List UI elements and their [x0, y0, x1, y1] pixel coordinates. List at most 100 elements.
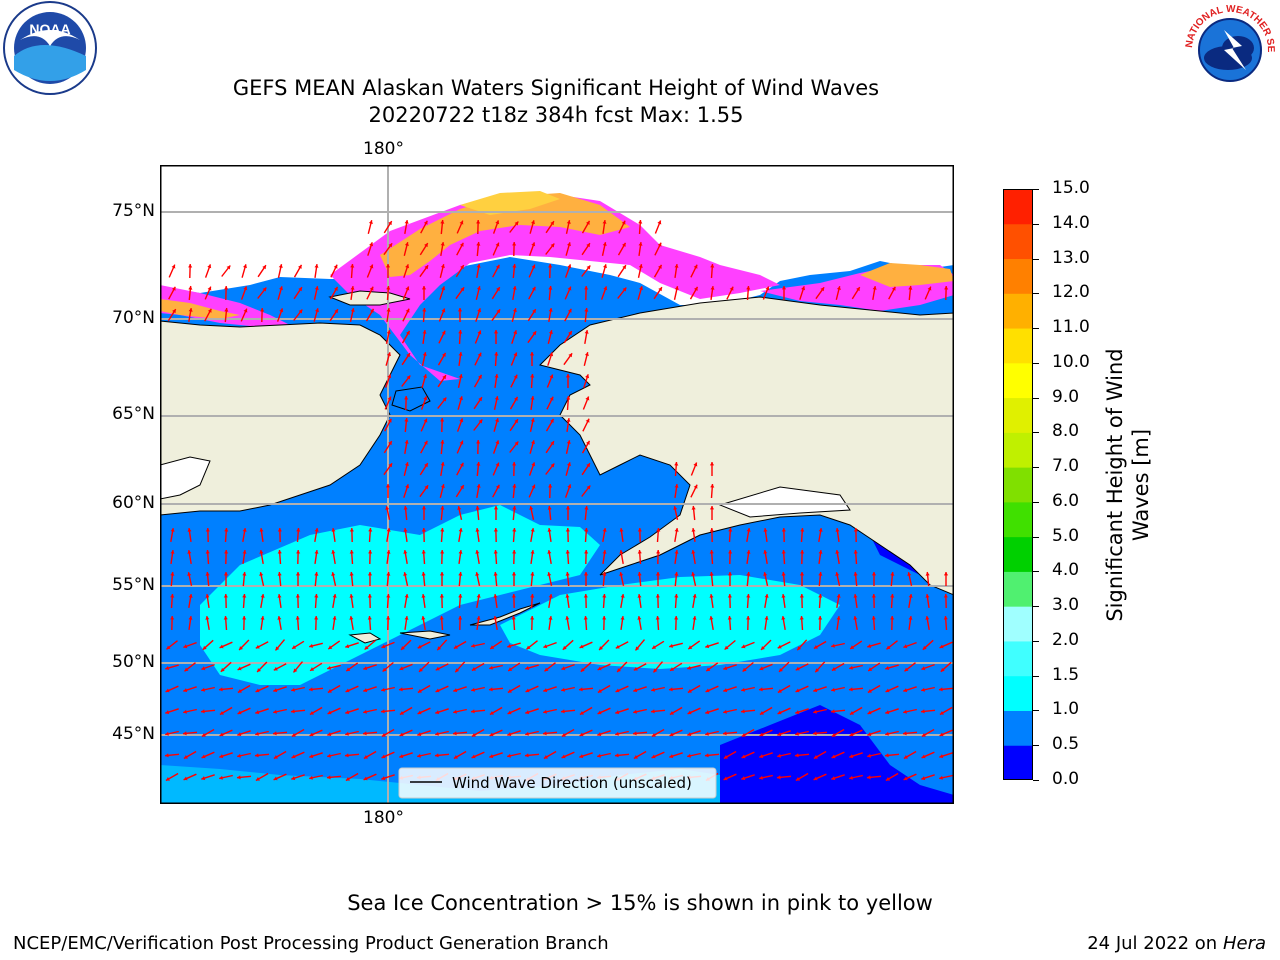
wind-arrow-head [885, 688, 890, 693]
wind-arrow-head [508, 667, 513, 671]
wind-arrow-head [615, 753, 619, 758]
wind-arrow-head [489, 732, 494, 737]
wind-arrow-head [729, 286, 734, 291]
wind-arrow-head [799, 594, 804, 598]
wind-arrow-head [277, 550, 282, 554]
wind-arrow-head [345, 731, 349, 736]
wind-arrow-head [567, 242, 571, 247]
wind-arrow-head [781, 286, 787, 290]
wind-arrow-head [363, 666, 368, 671]
wind-arrow-head [532, 331, 537, 336]
wind-arrow-head [332, 616, 337, 620]
wind-arrow-head [346, 667, 351, 672]
wind-arrow-head [763, 572, 768, 576]
colorbar-tick [1033, 467, 1039, 469]
wind-arrow-head [543, 755, 548, 759]
wind-arrow-head [399, 754, 404, 759]
wind-arrow-head [727, 594, 732, 598]
wind-arrow-head [908, 594, 913, 598]
wind-arrow-head [922, 645, 927, 650]
wind-arrow-head [584, 550, 589, 554]
colorbar-tick [1033, 640, 1039, 642]
wind-arrow-head [399, 711, 404, 715]
wind-arrow-head [475, 550, 480, 554]
wind-arrow-head [550, 243, 555, 248]
wind-arrow-head [459, 220, 464, 225]
wind-arrow-head [777, 689, 782, 693]
wind-arrow-head [705, 710, 710, 715]
wind-arrow-head [867, 644, 872, 648]
wind-arrow-head [565, 528, 570, 532]
wind-arrow-head [350, 308, 355, 312]
wind-arrow-head [184, 667, 189, 672]
wind-arrow-head [476, 594, 481, 598]
wind-arrow-head [417, 689, 422, 693]
sea-ice-west-orange [160, 299, 240, 319]
wind-arrow-head [495, 440, 500, 445]
wind-arrow-head [476, 286, 481, 290]
wind-arrow-head [656, 550, 661, 554]
wind-arrow-head [440, 484, 445, 488]
wind-arrow-head [759, 732, 764, 737]
wind-arrow-head [512, 462, 517, 466]
wind-arrow-head [567, 264, 572, 269]
colorbar-tick [1033, 258, 1039, 260]
wind-arrow-head [457, 506, 462, 510]
wind-arrow-head [674, 286, 679, 290]
wind-arrow-head [584, 352, 589, 356]
wind-arrow-head [579, 754, 584, 759]
wind-arrow-head [835, 550, 840, 554]
wind-arrow-head [478, 419, 483, 424]
colorbar-segment [1003, 675, 1033, 711]
wind-arrow-head [494, 374, 499, 378]
wind-arrow-head [243, 308, 248, 313]
wind-arrow-head [781, 572, 786, 576]
wind-arrow-head [548, 286, 553, 290]
wind-arrow-head [586, 243, 590, 248]
wind-arrow-head [512, 264, 517, 268]
wind-arrow-head [309, 643, 313, 648]
wind-arrow-head [345, 753, 349, 758]
wind-arrow-head [579, 687, 583, 692]
colorbar-tick-label: 7.0 [1052, 456, 1080, 477]
wind-arrow-head [674, 550, 679, 554]
wind-arrow-head [368, 550, 373, 554]
wind-arrow-head [622, 287, 627, 292]
wind-arrow-head [512, 242, 517, 246]
wind-arrow-head [940, 667, 945, 672]
wind-arrow-head [579, 732, 584, 737]
wind-arrow-head [849, 754, 854, 759]
wind-arrow-head [275, 646, 280, 651]
sea-ice-west [160, 285, 290, 327]
wind-arrow-head [907, 572, 912, 576]
wind-arrow-head [871, 594, 876, 598]
wind-arrow-head [489, 687, 493, 692]
wind-arrow-head [364, 645, 369, 650]
wind-arrow-head [458, 330, 463, 334]
wind-arrow-head [687, 732, 692, 737]
colorbar-segment [1003, 606, 1033, 642]
wind-arrow-head [314, 286, 319, 290]
wind-arrow-head [831, 687, 835, 692]
wind-arrow-head [800, 550, 805, 554]
wind-arrow-head [514, 396, 518, 401]
wind-arrow-head [386, 330, 391, 334]
wind-arrow-head [815, 668, 820, 673]
wind-arrow-head [603, 286, 608, 291]
wind-arrow-head [759, 754, 764, 759]
wind-arrow-head [495, 484, 500, 489]
wind-arrow-head [710, 484, 715, 488]
wind-arrow-head [565, 550, 570, 554]
wind-arrow-head [507, 644, 512, 648]
wind-arrow-head [597, 710, 602, 715]
wind-arrow-head [795, 666, 800, 671]
wind-arrow-head [639, 286, 643, 291]
wind-arrow-head [835, 528, 840, 532]
wind-arrow-head [314, 528, 319, 532]
wind-arrow-head [277, 528, 282, 532]
wind-arrow-head [795, 731, 799, 736]
wind-arrow-head [471, 687, 475, 692]
wind-arrow-head [349, 616, 354, 620]
wind-arrow-head [764, 594, 769, 598]
wind-arrow-head [818, 528, 823, 532]
